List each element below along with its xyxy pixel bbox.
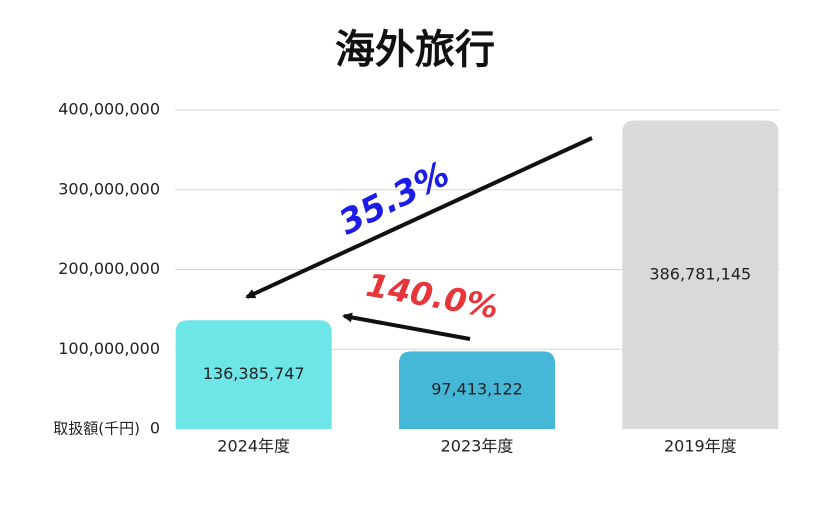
arrow bbox=[342, 312, 471, 341]
value-label: 136,385,747 bbox=[203, 364, 305, 383]
value-label: 97,413,122 bbox=[431, 380, 523, 399]
bar bbox=[622, 120, 779, 429]
bar bbox=[175, 320, 332, 429]
value-label: 386,781,145 bbox=[649, 264, 751, 283]
bar bbox=[399, 351, 555, 429]
x-tick-label: 2019年度 bbox=[664, 437, 737, 456]
chart-title: 海外旅行 bbox=[335, 27, 495, 73]
y-tick-label: 200,000,000 bbox=[58, 259, 160, 278]
y-tick-label: 100,000,000 bbox=[58, 339, 160, 358]
annotation: 140.0% bbox=[363, 266, 501, 327]
x-tick-label: 2023年度 bbox=[441, 437, 514, 456]
x-tick-label: 2024年度 bbox=[217, 437, 290, 456]
y-tick-label: 400,000,000 bbox=[58, 100, 160, 119]
y-axis-label: 取扱額(千円) bbox=[53, 420, 140, 438]
y-tick-label: 300,000,000 bbox=[58, 179, 160, 198]
arrow bbox=[245, 136, 593, 299]
y-tick-label: 0 bbox=[150, 419, 160, 438]
